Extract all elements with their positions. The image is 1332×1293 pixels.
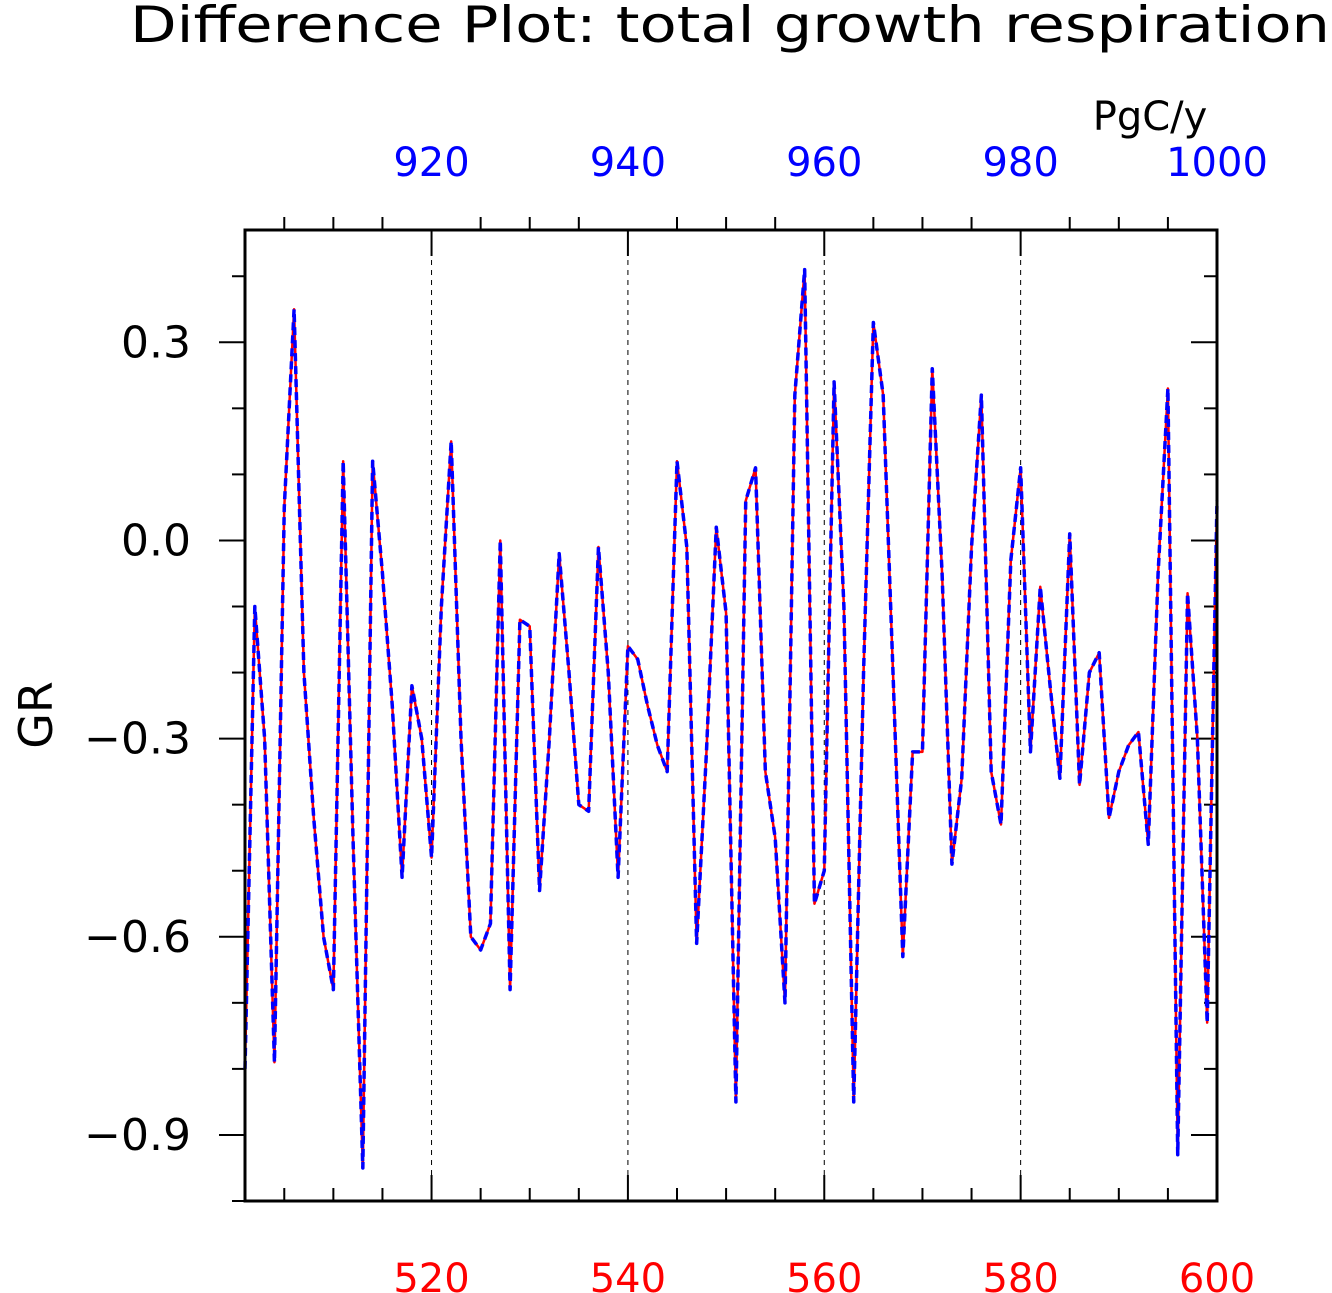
y-tick-label: 0.3 [121, 317, 191, 368]
top-tick-label: 940 [590, 140, 666, 186]
data-series [243, 267, 1219, 1170]
y-axis-label: GR [9, 681, 63, 749]
series-line-top-axis [243, 267, 1219, 1170]
units-label: PgC/y [1093, 94, 1208, 140]
y-tick-label: −0.9 [84, 1110, 191, 1161]
bottom-tick-label: 560 [786, 1256, 862, 1293]
y-tick-label: 0.0 [121, 515, 191, 566]
top-tick-label: 980 [982, 140, 1058, 186]
bottom-tick-label: 600 [1179, 1256, 1255, 1293]
y-tick-label: −0.6 [84, 912, 191, 963]
bottom-tick-label: 520 [393, 1256, 469, 1293]
bottom-tick-label: 580 [982, 1256, 1058, 1293]
axis-ticks [219, 217, 1218, 1202]
tick-labels: 520 540 560 580 600 920 940 960 980 1000 0.3 0.0 −0.… [84, 140, 1268, 1293]
y-tick-label: −0.3 [84, 714, 191, 765]
chart-title: Difference Plot: total growth respiratio… [130, 0, 1330, 54]
top-tick-label: 960 [786, 140, 862, 186]
plot-frame [243, 228, 1219, 1203]
series-line-bottom-axis [243, 268, 1219, 1170]
top-tick-label: 1000 [1166, 140, 1268, 186]
grid-lines [431, 230, 1022, 1201]
bottom-tick-label: 540 [590, 1256, 666, 1293]
top-tick-label: 920 [393, 140, 469, 186]
